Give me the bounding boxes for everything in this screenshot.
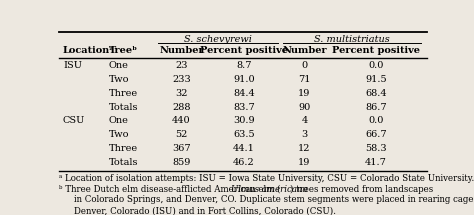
Text: 8.7: 8.7 <box>236 61 252 70</box>
Text: in Colorado Springs, and Denver, CO. Duplicate stem segments were placed in rear: in Colorado Springs, and Denver, CO. Dup… <box>74 195 474 204</box>
Text: Locationᵃ: Locationᵃ <box>63 46 115 55</box>
Text: Totals: Totals <box>109 158 138 167</box>
Text: 91.5: 91.5 <box>365 75 387 84</box>
Text: 4: 4 <box>301 116 308 125</box>
Text: Number: Number <box>159 46 204 55</box>
Text: 367: 367 <box>172 144 191 153</box>
Text: 233: 233 <box>172 75 191 84</box>
Text: 58.3: 58.3 <box>365 144 387 153</box>
Text: 0.0: 0.0 <box>368 61 384 70</box>
Text: 83.7: 83.7 <box>233 103 255 112</box>
Text: Percent positive: Percent positive <box>200 46 288 55</box>
Text: Three: Three <box>109 89 138 98</box>
Text: 0: 0 <box>301 61 308 70</box>
Text: 32: 32 <box>175 89 188 98</box>
Text: 90: 90 <box>298 103 310 112</box>
Text: 91.0: 91.0 <box>233 75 255 84</box>
Text: Denver, Colorado (ISU) and in Fort Collins, Colorado (CSU).: Denver, Colorado (ISU) and in Fort Colli… <box>74 206 336 215</box>
Text: 440: 440 <box>172 116 191 125</box>
Text: 63.5: 63.5 <box>233 130 255 139</box>
Text: 0.0: 0.0 <box>368 116 384 125</box>
Text: Percent positive: Percent positive <box>332 46 420 55</box>
Text: Treeᵇ: Treeᵇ <box>109 46 138 55</box>
Text: 859: 859 <box>172 158 191 167</box>
Text: CSU: CSU <box>63 116 85 125</box>
Text: 84.4: 84.4 <box>233 89 255 98</box>
Text: 19: 19 <box>298 89 310 98</box>
Text: Two: Two <box>109 130 129 139</box>
Text: 41.7: 41.7 <box>365 158 387 167</box>
Text: 44.1: 44.1 <box>233 144 255 153</box>
Text: 66.7: 66.7 <box>365 130 387 139</box>
Text: One: One <box>109 116 129 125</box>
Text: 52: 52 <box>175 130 188 139</box>
Text: ISU: ISU <box>63 61 82 70</box>
Text: Three: Three <box>109 144 138 153</box>
Text: 30.9: 30.9 <box>233 116 255 125</box>
Text: 23: 23 <box>175 61 188 70</box>
Text: 19: 19 <box>298 158 310 167</box>
Text: 12: 12 <box>298 144 310 153</box>
Text: ) trees removed from landscapes: ) trees removed from landscapes <box>290 185 434 194</box>
Text: S. schevyrewi: S. schevyrewi <box>184 35 252 44</box>
Text: 288: 288 <box>172 103 191 112</box>
Text: Two: Two <box>109 75 129 84</box>
Text: One: One <box>109 61 129 70</box>
Text: 68.4: 68.4 <box>365 89 387 98</box>
Text: 71: 71 <box>298 75 310 84</box>
Text: Number: Number <box>282 46 327 55</box>
Text: Ulmus americana: Ulmus americana <box>231 185 308 194</box>
Text: 46.2: 46.2 <box>233 158 255 167</box>
Text: S. multistriatus: S. multistriatus <box>314 35 390 44</box>
Text: Totals: Totals <box>109 103 138 112</box>
Text: 3: 3 <box>301 130 308 139</box>
Text: ᵇ Three Dutch elm disease-afflicted American elm (: ᵇ Three Dutch elm disease-afflicted Amer… <box>59 185 281 194</box>
Text: 86.7: 86.7 <box>365 103 387 112</box>
Text: ᵃ Location of isolation attempts: ISU = Iowa State University, CSU = Colorado St: ᵃ Location of isolation attempts: ISU = … <box>59 174 474 183</box>
